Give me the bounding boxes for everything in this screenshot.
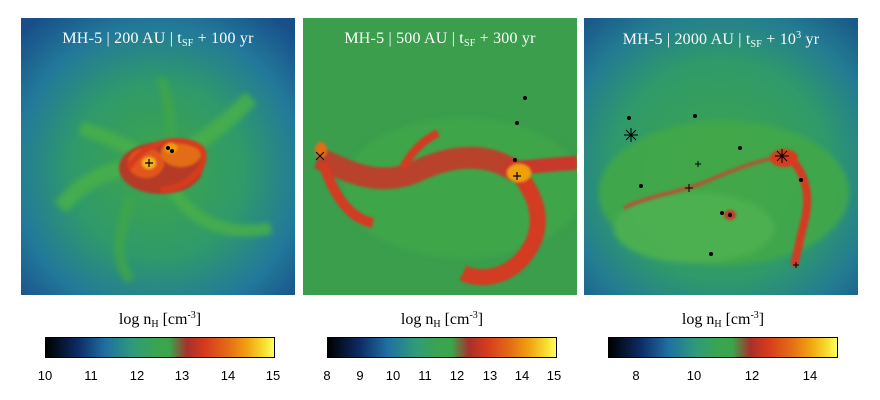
- colorbar-2-tick: 14: [514, 368, 530, 383]
- colorbar-3: [608, 337, 838, 358]
- simulation-panel-1: MH-5 | 200 AU | tSF + 100 yr: [21, 18, 295, 295]
- panel-title-2: MH-5 | 500 AU | tSF + 300 yr: [344, 30, 536, 49]
- colorbar-label-1: log nH [cm-3]: [118, 310, 202, 330]
- density-map-3: [584, 18, 858, 295]
- colorbar-label-2: log nH [cm-3]: [400, 310, 484, 330]
- colorbar-1-tick: 10: [37, 368, 53, 383]
- simulation-panel-2: MH-5 | 500 AU | tSF + 300 yr: [303, 18, 577, 295]
- colorbar-3-tick: 8: [632, 368, 640, 383]
- colorbar-3-tick: 14: [802, 368, 818, 383]
- panel-title-1: MH-5 | 200 AU | tSF + 100 yr: [62, 30, 254, 49]
- colorbar-1-tick: 13: [174, 368, 190, 383]
- colorbar-2-tick: 13: [482, 368, 498, 383]
- sink-particles-1: [145, 146, 174, 167]
- colorbar-2: [327, 337, 557, 358]
- colorbar-1-tick: 11: [84, 368, 98, 383]
- panel-title-3: MH-5 | 2000 AU | tSF + 103 yr: [622, 30, 820, 50]
- simulation-panel-3: MH-5 | 2000 AU | tSF + 103 yr: [584, 18, 858, 295]
- sink-particles-2: [315, 96, 527, 180]
- colorbar-3-tick: 12: [744, 368, 760, 383]
- colorbar-2-tick: 10: [385, 368, 401, 383]
- density-map-1: [21, 18, 295, 295]
- sink-particles-3: [624, 114, 803, 268]
- colorbar-1-tick: 15: [265, 368, 281, 383]
- colorbar-2-tick: 12: [449, 368, 465, 383]
- colorbar-3-tick: 10: [686, 368, 702, 383]
- colorbar-label-3: log nH [cm-3]: [681, 310, 765, 330]
- colorbar-1-tick: 12: [129, 368, 145, 383]
- colorbar-2-tick: 9: [356, 368, 364, 383]
- colorbar-1: [45, 337, 275, 358]
- colorbar-2-tick: 15: [546, 368, 562, 383]
- density-map-2: [303, 18, 577, 295]
- colorbar-1-tick: 14: [220, 368, 236, 383]
- colorbar-2-tick: 11: [418, 368, 432, 383]
- colorbar-2-tick: 8: [323, 368, 331, 383]
